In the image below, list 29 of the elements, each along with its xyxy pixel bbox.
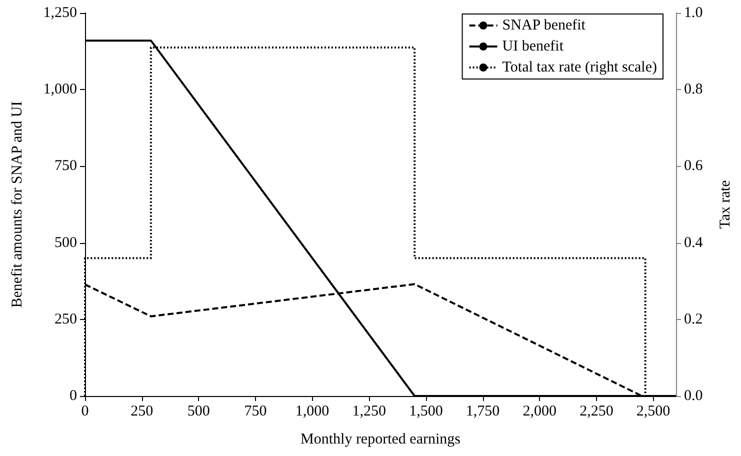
legend-label: UI benefit [502,38,564,54]
x-tick-label: 1,000 [295,404,330,420]
x-tick-label: 750 [244,404,267,420]
x-axis-title: Monthly reported earnings [300,432,461,448]
y2-tick-label: 1.0 [684,5,703,21]
x-tick-label: 2,250 [580,404,614,420]
x-tick-label: 0 [81,404,89,420]
y2-axis-title: Tax rate [718,180,734,229]
x-tick-label: 1,750 [466,404,500,420]
x-tick-label: 2,000 [522,404,556,420]
y2-tick-label: 0.2 [684,311,703,328]
x-tick-label: 250 [130,404,154,420]
y2-tick-label: 0.6 [684,158,704,174]
y2-tick-label: 0.0 [684,388,703,404]
y-tick-label: 750 [54,158,77,174]
y-tick-label: 1,000 [43,82,77,98]
legend-label: SNAP benefit [502,18,586,34]
y-tick-label: 0 [70,388,77,404]
y2-tick-label: 0.8 [684,82,703,98]
y-axis-title: Benefit amounts for SNAP and UI [10,101,26,308]
y-tick-label: 1,250 [43,5,77,21]
y2-tick-label: 0.4 [684,234,704,251]
x-tick-label: 1,250 [352,404,386,420]
x-tick-label: 1,500 [409,404,443,420]
x-tick-label: 500 [187,404,210,420]
y-tick-label: 250 [54,311,77,328]
y-tick-label: 500 [54,234,77,251]
x-tick-label: 2,500 [636,404,670,420]
legend-label: Total tax rate (right scale) [502,60,658,76]
